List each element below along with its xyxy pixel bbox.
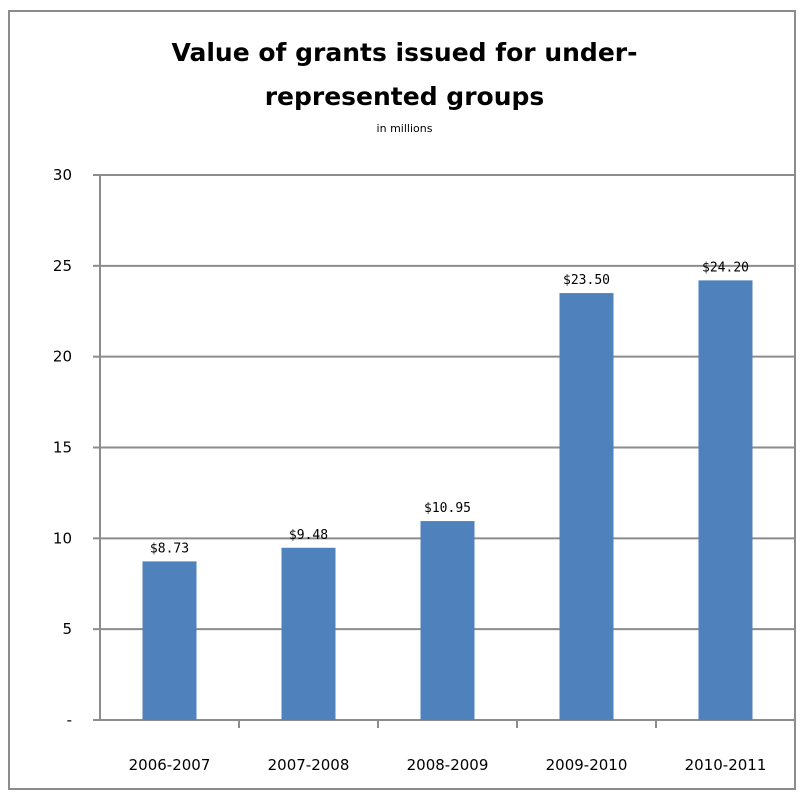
chart-subtitle: in millions bbox=[376, 122, 433, 135]
y-tick-label: 10 bbox=[53, 529, 72, 547]
chart-title-line2: represented groups bbox=[264, 82, 545, 111]
y-tick-label: 15 bbox=[53, 439, 72, 457]
data-label: $23.50 bbox=[563, 273, 610, 288]
y-tick-label: 5 bbox=[62, 620, 72, 638]
y-tick-label: 20 bbox=[53, 348, 72, 366]
bar bbox=[142, 561, 197, 720]
x-tick-label: 2006-2007 bbox=[129, 756, 211, 774]
bar bbox=[559, 293, 614, 720]
data-label: $10.95 bbox=[424, 501, 471, 516]
bar bbox=[281, 547, 336, 720]
x-tick-label: 2008-2009 bbox=[407, 756, 489, 774]
data-label: $8.73 bbox=[150, 541, 189, 556]
y-tick-label: 25 bbox=[53, 257, 72, 275]
data-label: $24.20 bbox=[702, 260, 749, 275]
chart-frame bbox=[8, 10, 796, 790]
chart-title-line1: Value of grants issued for under- bbox=[171, 38, 638, 67]
x-tick-label: 2010-2011 bbox=[685, 756, 767, 774]
bar bbox=[420, 521, 475, 720]
x-tick-label: 2007-2008 bbox=[268, 756, 350, 774]
x-tick-label: 2009-2010 bbox=[546, 756, 628, 774]
data-label: $9.48 bbox=[289, 528, 328, 543]
y-tick-label: 30 bbox=[53, 166, 72, 184]
y-tick-label: - bbox=[67, 711, 72, 729]
bar bbox=[698, 280, 753, 720]
